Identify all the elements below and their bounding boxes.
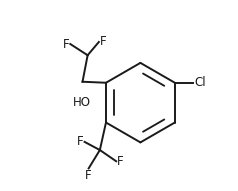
Text: F: F <box>63 37 69 51</box>
Text: F: F <box>117 155 124 168</box>
Text: Cl: Cl <box>194 76 206 89</box>
Text: F: F <box>85 169 92 182</box>
Text: F: F <box>77 135 84 148</box>
Text: HO: HO <box>73 96 90 109</box>
Text: F: F <box>100 36 106 49</box>
